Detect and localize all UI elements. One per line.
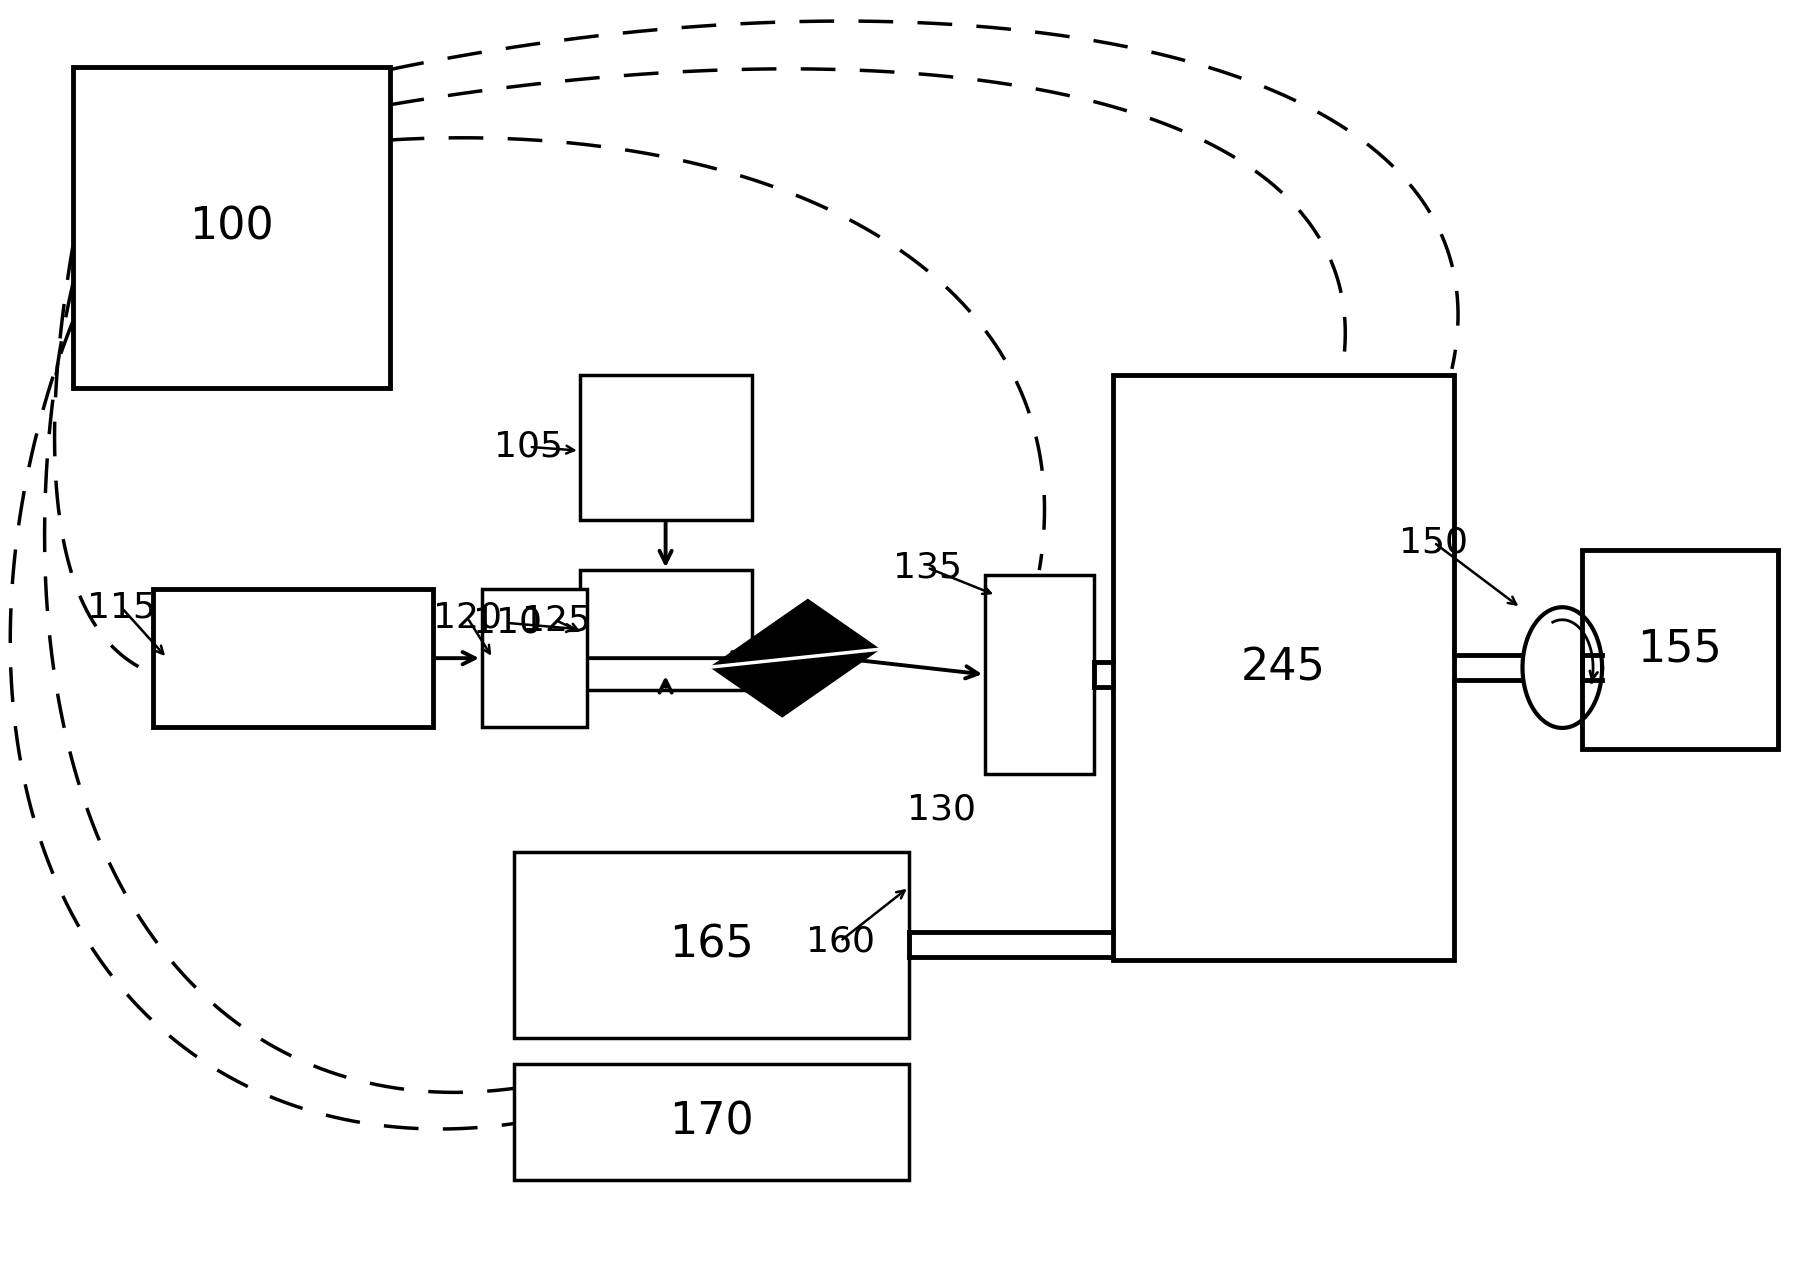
Text: 125: 125 [522, 604, 591, 637]
Text: 245: 245 [1242, 646, 1325, 689]
Text: 155: 155 [1638, 628, 1722, 671]
Text: 120: 120 [433, 601, 502, 636]
Text: 135: 135 [893, 551, 962, 585]
Text: 110: 110 [473, 606, 542, 639]
Bar [482, 589, 587, 728]
Bar [580, 375, 751, 520]
Text: 160: 160 [805, 924, 874, 958]
Bar [1113, 375, 1454, 960]
Bar [153, 589, 433, 728]
Bar [514, 852, 909, 1038]
Bar [1582, 549, 1778, 748]
Bar [580, 570, 751, 690]
Text: 150: 150 [1400, 525, 1469, 560]
Text: 170: 170 [669, 1100, 754, 1143]
Bar [985, 575, 1094, 774]
Text: 105: 105 [494, 430, 564, 463]
Text: 115: 115 [87, 591, 156, 625]
Bar [514, 1065, 909, 1180]
Text: 165: 165 [669, 923, 754, 966]
Text: 100: 100 [189, 206, 275, 249]
Polygon shape [711, 600, 880, 717]
Bar [73, 67, 389, 387]
Text: 130: 130 [907, 793, 976, 827]
